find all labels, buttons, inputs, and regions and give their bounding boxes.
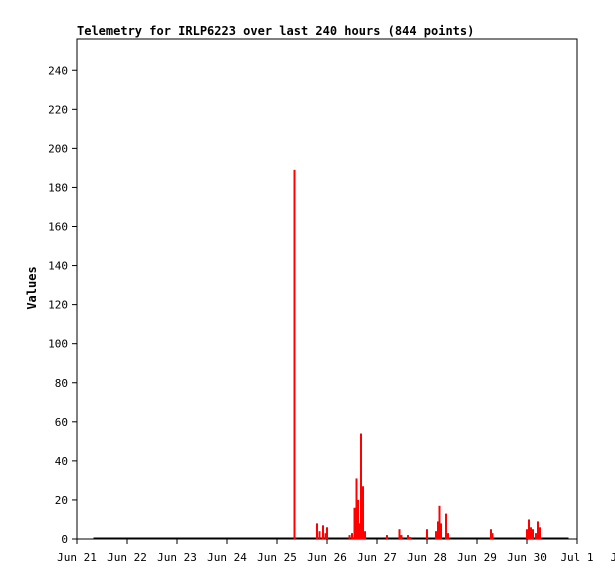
- data-bar: [386, 535, 388, 539]
- data-bar: [528, 519, 530, 539]
- data-bar: [358, 523, 361, 539]
- x-tick-label: Jun 27: [357, 551, 397, 564]
- data-bar: [407, 535, 409, 539]
- data-bar: [490, 529, 492, 539]
- data-bar: [537, 521, 539, 539]
- data-bar: [400, 535, 403, 539]
- data-bar: [438, 505, 441, 539]
- data-bar: [426, 529, 428, 539]
- y-axis: 0 20 40 60 80 100 120 140 160 180 200 220 240: [48, 64, 77, 546]
- data-bar: [435, 531, 437, 539]
- x-tick-label: Jun 21: [57, 551, 97, 564]
- y-tick-label: 60: [55, 416, 68, 429]
- data-bar: [535, 533, 537, 539]
- data-bar: [398, 529, 401, 539]
- data-bar: [445, 513, 447, 539]
- bars-layer: [293, 169, 541, 539]
- data-bar: [316, 523, 318, 539]
- x-tick-label: Jun 30: [507, 551, 547, 564]
- y-tick-label: 180: [48, 181, 68, 194]
- data-bar: [526, 529, 528, 539]
- data-bar: [530, 527, 532, 539]
- y-tick-label: 240: [48, 64, 68, 77]
- data-bar: [491, 533, 494, 539]
- data-bar: [293, 169, 296, 539]
- x-tick-label: Jun 26: [307, 551, 347, 564]
- y-tick-label: 80: [55, 377, 68, 390]
- data-bar: [348, 535, 351, 539]
- y-axis-label: Values: [25, 266, 39, 309]
- data-bar: [447, 533, 449, 539]
- data-bar: [326, 527, 328, 539]
- chart-title: Telemetry for IRLP6223 over last 240 hou…: [77, 24, 474, 38]
- data-bar: [360, 433, 362, 539]
- y-tick-label: 220: [48, 103, 68, 116]
- data-bar: [351, 533, 353, 539]
- y-tick-label: 140: [48, 260, 68, 273]
- x-tick-label: Jul 1: [560, 551, 593, 564]
- data-bar: [357, 499, 359, 539]
- data-bar: [362, 486, 364, 539]
- data-bar: [440, 523, 442, 539]
- x-tick-label: Jun 24: [207, 551, 247, 564]
- data-bar: [324, 533, 327, 539]
- data-bar: [409, 537, 411, 539]
- y-tick-label: 0: [61, 533, 68, 546]
- x-tick-label: Jul 2: [610, 551, 615, 564]
- x-axis: Jun 21 Jun 22 Jun 23 Jun 24 Jun 25 Jun 26 Jun …: [57, 539, 615, 564]
- data-bar: [437, 521, 439, 539]
- y-tick-label: 120: [48, 299, 68, 312]
- y-tick-label: 160: [48, 221, 68, 234]
- y-tick-label: 20: [55, 494, 68, 507]
- data-bar: [355, 478, 358, 539]
- x-tick-label: Jun 22: [107, 551, 147, 564]
- y-tick-label: 200: [48, 142, 68, 155]
- x-tick-label: Jun 23: [157, 551, 197, 564]
- x-tick-label: Jun 28: [407, 551, 447, 564]
- data-bar: [318, 531, 321, 539]
- data-bar: [322, 525, 324, 539]
- data-bar: [353, 507, 356, 539]
- data-bar: [539, 527, 541, 539]
- data-bar: [532, 529, 534, 539]
- y-tick-label: 40: [55, 455, 68, 468]
- y-tick-label: 100: [48, 338, 68, 351]
- x-tick-label: Jun 29: [457, 551, 497, 564]
- data-bar: [364, 531, 366, 539]
- x-tick-label: Jun 25: [257, 551, 297, 564]
